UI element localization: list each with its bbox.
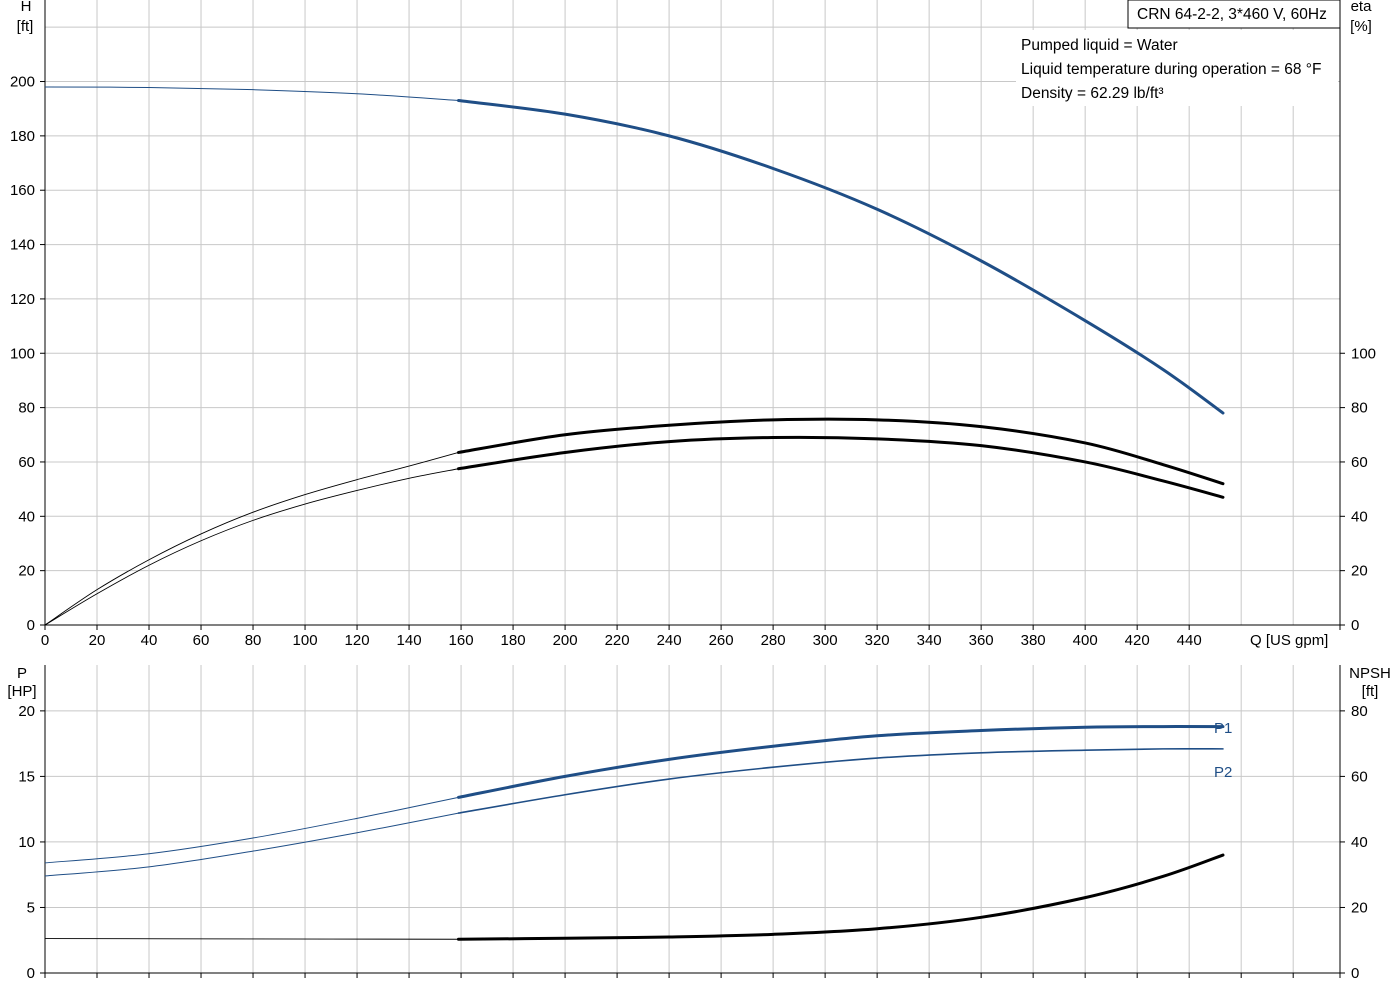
bottom-chart-grid bbox=[44, 665, 1340, 974]
info-background bbox=[1016, 30, 1338, 106]
x-tick-label: 180 bbox=[501, 632, 526, 649]
left-tick-label: 180 bbox=[10, 128, 35, 145]
curve-p2-extrapolated bbox=[44, 812, 459, 877]
eta-axis-label: eta bbox=[1351, 0, 1373, 15]
curve-eta_pump bbox=[456, 417, 1225, 486]
npsh-axis-label: NPSH bbox=[1349, 665, 1391, 682]
x-tick-label: 20 bbox=[89, 632, 106, 649]
x-tick-label: 240 bbox=[657, 632, 682, 649]
p-axis-unit: [HP] bbox=[7, 683, 36, 700]
right-tick-label: 100 bbox=[1351, 345, 1376, 362]
right-tick-label: 80 bbox=[1351, 703, 1368, 720]
left-tick-label: 0 bbox=[27, 965, 35, 982]
right-tick-label: 60 bbox=[1351, 454, 1368, 471]
left-tick-label: 0 bbox=[27, 617, 35, 634]
curve-p2 bbox=[457, 747, 1224, 814]
bottom-chart-axes bbox=[40, 665, 1345, 978]
curve-npsh-extrapolated bbox=[44, 938, 459, 940]
x-tick-label: 400 bbox=[1073, 632, 1098, 649]
title-box-text: CRN 64-2-2, 3*460 V, 60Hz bbox=[1137, 6, 1327, 23]
left-tick-label: 5 bbox=[27, 899, 35, 916]
p1-series-label: P1 bbox=[1214, 720, 1232, 737]
curve-eta_pump-extrapolated bbox=[44, 452, 459, 626]
curve-h bbox=[456, 99, 1225, 415]
x-tick-label: 120 bbox=[345, 632, 370, 649]
left-tick-label: 20 bbox=[18, 703, 35, 720]
left-tick-label: 40 bbox=[18, 508, 35, 525]
info-line-temperature: Liquid temperature during operation = 68… bbox=[1021, 61, 1321, 78]
x-tick-label: 100 bbox=[293, 632, 318, 649]
top-chart-curves bbox=[44, 86, 1225, 626]
left-tick-label: 200 bbox=[10, 74, 35, 91]
x-tick-label: 440 bbox=[1177, 632, 1202, 649]
x-tick-label: 340 bbox=[917, 632, 942, 649]
x-tick-label: 260 bbox=[709, 632, 734, 649]
bottom-chart-curves bbox=[44, 725, 1225, 941]
x-tick-label: 300 bbox=[813, 632, 838, 649]
h-axis-unit: [ft] bbox=[17, 18, 34, 35]
left-tick-label: 100 bbox=[10, 345, 35, 362]
curve-npsh bbox=[456, 853, 1225, 941]
right-tick-label: 0 bbox=[1351, 965, 1359, 982]
left-tick-label: 10 bbox=[18, 834, 35, 851]
title-box bbox=[1127, 0, 1341, 29]
x-axis-label: Q [US gpm] bbox=[1250, 632, 1328, 649]
left-tick-label: 160 bbox=[10, 182, 35, 199]
x-tick-label: 280 bbox=[761, 632, 786, 649]
left-tick-label: 20 bbox=[18, 563, 35, 580]
x-tick-label: 160 bbox=[449, 632, 474, 649]
x-tick-label: 380 bbox=[1021, 632, 1046, 649]
curve-p1-extrapolated bbox=[44, 796, 459, 864]
left-tick-label: 120 bbox=[10, 291, 35, 308]
curve-eta_total-extrapolated bbox=[44, 468, 459, 626]
p2-series-label: P2 bbox=[1214, 764, 1232, 781]
right-tick-label: 60 bbox=[1351, 768, 1368, 785]
x-tick-label: 360 bbox=[969, 632, 994, 649]
left-tick-label: 140 bbox=[10, 237, 35, 254]
info-line-liquid: Pumped liquid = Water bbox=[1021, 37, 1178, 54]
x-tick-label: 40 bbox=[141, 632, 158, 649]
left-tick-label: 60 bbox=[18, 454, 35, 471]
bottom-chart-tick-labels: 0 5 10 15 20 0 20 40 60 80 bbox=[18, 703, 1367, 982]
top-chart-grid bbox=[44, 0, 1340, 626]
p-axis-label: P bbox=[17, 665, 27, 682]
h-axis-label: H bbox=[21, 0, 32, 15]
x-tick-label: 420 bbox=[1125, 632, 1150, 649]
top-chart-axes bbox=[40, 0, 1345, 630]
right-tick-label: 40 bbox=[1351, 508, 1368, 525]
info-line-density: Density = 62.29 lb/ft³ bbox=[1021, 85, 1164, 102]
right-tick-label: 20 bbox=[1351, 899, 1368, 916]
top-chart-tick-labels: 0 20 40 60 80 100 120 140 160 180 200 0 20 40 60 80 100 0… bbox=[10, 74, 1376, 649]
curve-eta_total bbox=[456, 435, 1225, 499]
left-tick-label: 80 bbox=[18, 400, 35, 417]
right-tick-label: 20 bbox=[1351, 563, 1368, 580]
curve-p1 bbox=[456, 725, 1225, 799]
right-tick-label: 40 bbox=[1351, 834, 1368, 851]
right-tick-label: 80 bbox=[1351, 400, 1368, 417]
eta-axis-unit: [%] bbox=[1350, 18, 1372, 35]
curve-h-extrapolated bbox=[44, 86, 459, 102]
x-tick-label: 140 bbox=[397, 632, 422, 649]
right-tick-label: 0 bbox=[1351, 617, 1359, 634]
left-tick-label: 15 bbox=[18, 768, 35, 785]
x-tick-label: 0 bbox=[41, 632, 49, 649]
x-tick-label: 80 bbox=[245, 632, 262, 649]
x-tick-label: 220 bbox=[605, 632, 630, 649]
npsh-axis-unit: [ft] bbox=[1362, 683, 1379, 700]
x-tick-label: 200 bbox=[553, 632, 578, 649]
x-tick-label: 60 bbox=[193, 632, 210, 649]
x-tick-label: 320 bbox=[865, 632, 890, 649]
